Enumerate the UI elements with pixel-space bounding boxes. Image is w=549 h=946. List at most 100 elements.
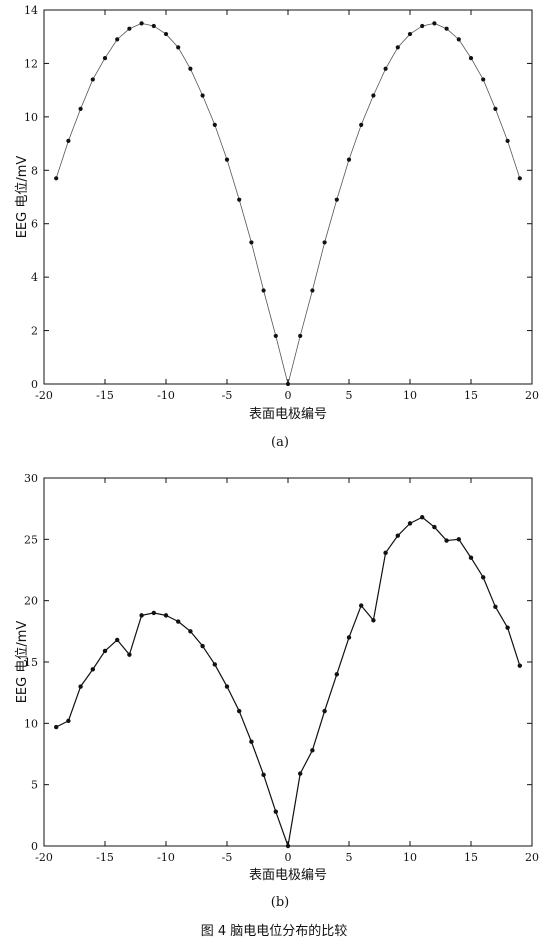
data-point	[163, 613, 169, 618]
x-tick-label: 5	[346, 851, 353, 864]
data-point	[407, 521, 413, 526]
data-point	[115, 37, 120, 42]
y-tick-label: 20	[24, 595, 38, 608]
data-point	[334, 672, 339, 677]
y-tick-label: 30	[24, 472, 38, 485]
subplot-label: (a)	[271, 435, 289, 450]
data-point	[200, 643, 205, 649]
data-point	[456, 37, 461, 42]
data-point	[261, 772, 266, 778]
data-point	[78, 684, 83, 689]
data-point	[249, 739, 254, 744]
y-tick-label: 6	[31, 218, 38, 231]
chart-a: -20 -15 -10 -5 0 5 10 15 20 0 2 4 6 8 10 12 14 表面电极编号 EEG …	[15, 4, 539, 450]
data-point	[298, 333, 303, 339]
data-point	[371, 618, 376, 623]
data-point	[224, 157, 230, 162]
data-point	[261, 288, 266, 293]
plot-frame-b	[43, 477, 533, 847]
data-point	[359, 122, 364, 127]
data-point	[139, 21, 144, 26]
data-point	[383, 66, 388, 71]
data-point	[481, 77, 486, 82]
data-point	[200, 93, 205, 98]
data-point	[444, 538, 449, 543]
data-point	[346, 635, 352, 640]
x-tick-label: 10	[403, 851, 417, 864]
data-point	[127, 652, 132, 657]
x-tick-label: 5	[346, 389, 353, 402]
data-point	[444, 26, 449, 31]
data-point	[188, 629, 193, 634]
data-point	[298, 771, 303, 776]
data-point	[163, 31, 169, 37]
data-point	[322, 240, 327, 245]
data-point	[212, 662, 217, 667]
y-tick-label: 4	[31, 271, 38, 284]
chart-b: -20 -15 -10 -5 0 5 10 15 20 0 5 10 15 20 25 30 表面电极编号 EEG…	[15, 472, 539, 910]
x-tick-label: -10	[157, 389, 175, 402]
data-point	[90, 77, 95, 82]
y-tick-label: 0	[31, 840, 38, 853]
data-point	[151, 610, 156, 616]
data-point	[395, 45, 400, 50]
data-point	[334, 197, 339, 202]
data-point	[407, 31, 413, 37]
data-point	[249, 240, 254, 245]
y-tick-label: 8	[31, 164, 38, 177]
y-tick-label: 10	[24, 111, 38, 124]
data-point	[90, 667, 96, 672]
data-point	[102, 55, 108, 61]
data-point	[54, 176, 59, 181]
series-line	[55, 22, 521, 385]
data-point	[493, 604, 498, 609]
data-point	[224, 684, 230, 689]
data-point	[346, 157, 352, 162]
data-point	[481, 575, 486, 580]
data-point	[78, 106, 83, 111]
x-tick-label: 20	[525, 389, 539, 402]
data-point	[493, 106, 498, 111]
data-point	[273, 809, 278, 814]
data-point	[517, 663, 522, 668]
data-point	[66, 718, 71, 724]
data-point	[188, 66, 193, 71]
x-tick-label: 15	[464, 851, 478, 864]
data-point	[115, 637, 120, 643]
data-point	[176, 45, 181, 50]
data-point	[310, 748, 315, 753]
data-point	[359, 603, 364, 608]
data-point	[456, 537, 461, 542]
data-point	[432, 21, 437, 26]
data-point	[151, 23, 156, 29]
x-tick-label: -15	[96, 389, 114, 402]
data-point	[322, 708, 327, 714]
data-point	[371, 93, 376, 98]
x-tick-label: 20	[525, 851, 539, 864]
y-tick-label: 12	[24, 57, 38, 70]
x-tick-label: 10	[403, 389, 417, 402]
y-tick-label: 0	[31, 378, 38, 391]
data-point	[517, 176, 522, 181]
y-axis-label: EEG 电位/mV	[15, 621, 30, 704]
figure-caption: 图 4 脑电电位分布的比较	[201, 923, 348, 939]
x-tick-label: -20	[35, 389, 53, 402]
data-point	[237, 708, 242, 714]
plot-frame-a	[43, 9, 533, 385]
data-point	[102, 648, 108, 654]
x-tick-label: 0	[285, 851, 292, 864]
data-point	[273, 333, 278, 339]
x-tick-label: -20	[35, 851, 53, 864]
y-axis-label: EEG 电位/mV	[15, 156, 30, 239]
subplot-label: (b)	[271, 895, 289, 910]
y-tick-label: 15	[24, 656, 38, 669]
data-point	[395, 533, 400, 538]
data-point	[139, 613, 144, 618]
x-tick-label: -5	[222, 389, 233, 402]
data-point	[212, 122, 217, 127]
data-point	[468, 555, 474, 560]
data-point	[54, 724, 59, 730]
data-point	[285, 381, 291, 387]
x-tick-label: -15	[96, 851, 114, 864]
